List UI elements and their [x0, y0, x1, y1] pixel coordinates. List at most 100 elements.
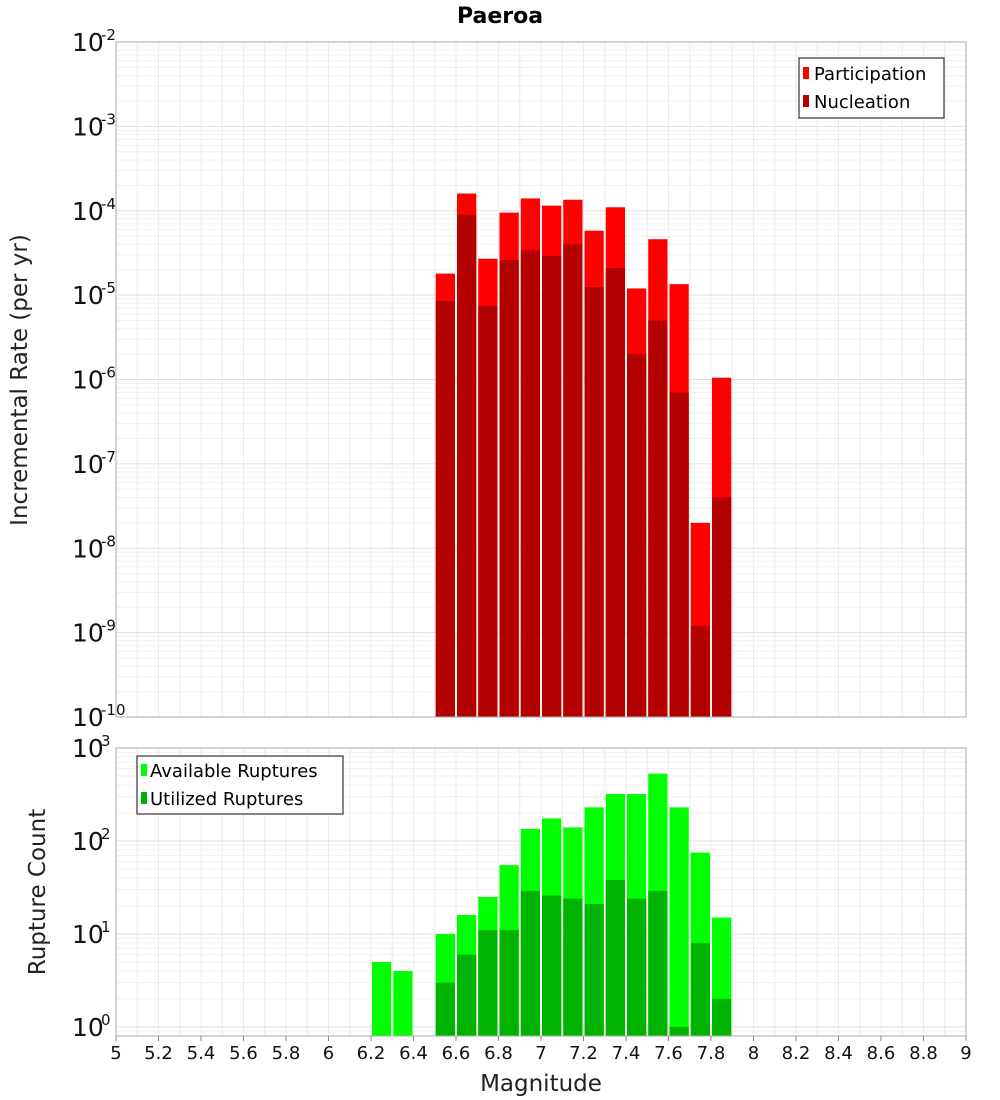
x-tick-label: 7.6: [654, 1043, 683, 1064]
x-tick-label: 8.4: [824, 1043, 853, 1064]
y-tick-label: 10: [72, 1013, 104, 1042]
legend-label-participation: Participation: [814, 64, 926, 85]
x-tick-label: 8.2: [782, 1043, 811, 1064]
nucleation-bar: [520, 250, 540, 717]
x-tick-label: 6.8: [484, 1043, 513, 1064]
x-tick-label: 6.6: [442, 1043, 471, 1064]
utilized-ruptures-bar: [499, 930, 519, 1036]
legend-swatch-nucleation: [803, 95, 809, 107]
utilized-ruptures-bar: [605, 880, 625, 1036]
x-tick-label: 9: [960, 1043, 971, 1064]
nucleation-bar: [690, 625, 710, 717]
y-tick-label: 10: [72, 734, 104, 763]
nucleation-bar: [648, 320, 668, 717]
y-tick-exponent: -3: [101, 110, 116, 128]
nucleation-bar: [712, 497, 732, 717]
utilized-ruptures-bar: [457, 954, 477, 1036]
y-tick-label: 10: [72, 703, 104, 732]
nucleation-bar: [669, 392, 689, 717]
y-tick-exponent: -5: [101, 279, 116, 297]
x-tick-label: 7.4: [612, 1043, 641, 1064]
x-tick-label: 7.2: [569, 1043, 598, 1064]
utilized-ruptures-bar: [712, 998, 732, 1036]
nucleation-bar: [627, 354, 647, 717]
chart-title: Paeroa: [457, 4, 543, 29]
top-y-ticks: 10-210-310-410-510-610-710-810-910-10: [72, 26, 126, 732]
x-tick-label: 8.6: [867, 1043, 896, 1064]
top-bars: [435, 193, 732, 718]
bottom-legend: Available Ruptures Utilized Ruptures: [136, 755, 344, 815]
utilized-ruptures-bar: [563, 898, 583, 1036]
legend-label-utilized-ruptures: Utilized Ruptures: [150, 789, 303, 810]
nucleation-bar: [584, 286, 604, 717]
x-axis-label: Magnitude: [480, 1071, 602, 1097]
x-tick-label: 5: [110, 1043, 121, 1064]
x-tick-label: 8: [748, 1043, 759, 1064]
y-tick-exponent: 0: [101, 1011, 111, 1029]
legend-swatch-utilized-ruptures: [141, 792, 147, 804]
x-tick-label: 7: [535, 1043, 546, 1064]
nucleation-bar: [435, 301, 455, 717]
top-legend: Participation Nucleation: [798, 57, 945, 119]
y-tick-exponent: -2: [101, 26, 116, 44]
bottom-y-axis-label: Rupture Count: [25, 809, 51, 975]
y-tick-label: 10: [72, 112, 104, 141]
top-grid: [115, 41, 967, 718]
x-tick-label: 6: [323, 1043, 334, 1064]
y-tick-label: 10: [72, 281, 104, 310]
y-tick-exponent: -7: [101, 448, 116, 466]
utilized-ruptures-bar: [435, 982, 455, 1036]
bottom-bars: [372, 773, 732, 1036]
legend-swatch-participation: [803, 67, 809, 79]
available-ruptures-bar: [372, 961, 392, 1036]
legend-swatch-available-ruptures: [141, 764, 147, 776]
x-tick-label: 8.8: [909, 1043, 938, 1064]
y-tick-exponent: 3: [101, 732, 111, 750]
nucleation-bar: [542, 256, 562, 717]
legend-label-available-ruptures: Available Ruptures: [150, 761, 318, 782]
y-tick-label: 10: [72, 619, 104, 648]
x-tick-label: 5.6: [229, 1043, 258, 1064]
top-y-axis-label: Incremental Rate (per yr): [7, 234, 33, 526]
available-ruptures-bar: [669, 807, 689, 1036]
y-tick-label: 10: [72, 366, 104, 395]
nucleation-bar: [478, 305, 498, 717]
top-plot-frame: [115, 41, 967, 718]
nucleation-bar: [457, 214, 477, 718]
y-tick-label: 10: [72, 534, 104, 563]
x-tick-label: 6.2: [357, 1043, 386, 1064]
x-tick-label: 6.4: [399, 1043, 428, 1064]
y-tick-label: 10: [72, 450, 104, 479]
top-legend-box: [798, 57, 945, 119]
utilized-ruptures-bar: [669, 1026, 689, 1036]
nucleation-bar: [499, 260, 519, 717]
y-tick-exponent: -4: [101, 195, 116, 213]
y-tick-exponent: -6: [101, 364, 116, 382]
y-tick-label: 10: [72, 920, 104, 949]
y-tick-label: 10: [72, 28, 104, 57]
x-tick-label: 5.8: [272, 1043, 301, 1064]
y-tick-label: 10: [72, 827, 104, 856]
y-tick-exponent: -8: [101, 532, 116, 550]
y-tick-label: 10: [72, 197, 104, 226]
x-tick-label: 5.2: [144, 1043, 173, 1064]
utilized-ruptures-bar: [648, 890, 668, 1036]
utilized-ruptures-bar: [690, 943, 710, 1036]
x-tick-label: 5.4: [187, 1043, 216, 1064]
nucleation-bar: [605, 267, 625, 717]
bottom-legend-box: [136, 755, 344, 815]
y-tick-exponent: -10: [101, 701, 126, 719]
utilized-ruptures-bar: [520, 890, 540, 1036]
legend-label-nucleation: Nucleation: [814, 92, 910, 113]
x-ticks: 5 5.2 5.4 5.6 5.8 6 6.2 6.4 6.6 6.8 7 7.2 7.4 7.6 7.8 8…: [110, 1036, 972, 1064]
nucleation-bar: [563, 244, 583, 718]
available-ruptures-bar: [393, 970, 413, 1036]
utilized-ruptures-bar: [584, 904, 604, 1036]
y-tick-exponent: -9: [101, 617, 116, 635]
utilized-ruptures-bar: [542, 895, 562, 1036]
y-tick-exponent: 2: [101, 825, 111, 843]
y-tick-exponent: 1: [101, 918, 111, 936]
utilized-ruptures-bar: [478, 930, 498, 1036]
